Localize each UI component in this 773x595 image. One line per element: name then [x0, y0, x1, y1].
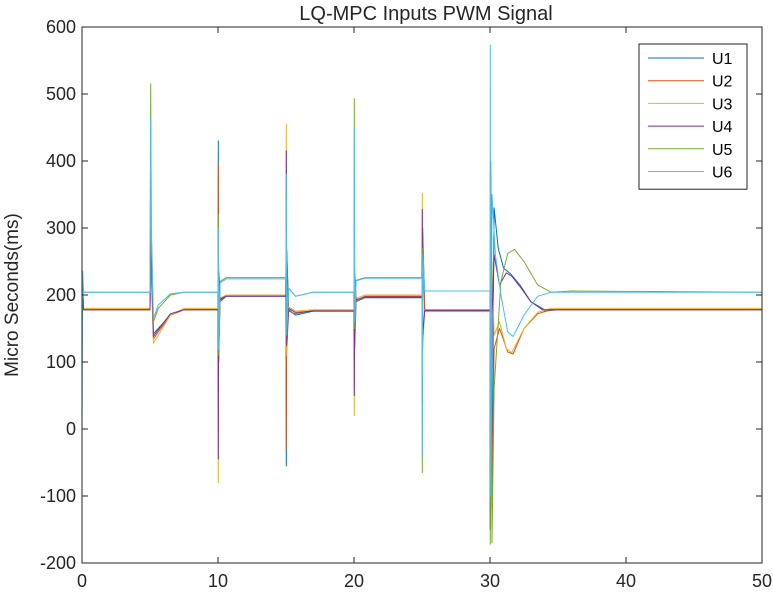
- y-tick-label: 300: [46, 218, 76, 238]
- y-tick-label: 600: [46, 17, 76, 37]
- x-tick-label: 10: [208, 571, 228, 591]
- x-tick-label: 0: [77, 571, 87, 591]
- x-tick-label: 20: [344, 571, 364, 591]
- legend-label-u2: U2: [712, 74, 733, 91]
- series-line-u3: [81, 123, 762, 510]
- y-tick-label: 400: [46, 151, 76, 171]
- x-tick-label: 30: [480, 571, 500, 591]
- legend-label-u4: U4: [712, 119, 733, 136]
- axes-layer: 0 10 20 30 40 50 -200 -100 0 100 200 300 400 500 600: [40, 17, 772, 591]
- legend-label-u3: U3: [712, 96, 733, 113]
- chart-title: LQ-MPC Inputs PWM Signal: [299, 3, 552, 25]
- y-tick-label: 100: [46, 352, 76, 372]
- legend-label-u6: U6: [712, 165, 733, 182]
- y-tick-label: -200: [40, 553, 76, 573]
- y-tick-label: 200: [46, 285, 76, 305]
- x-tick-label: 50: [752, 571, 772, 591]
- x-tick-label: 40: [616, 571, 636, 591]
- series-layer: [81, 44, 763, 545]
- series-line-u6: [81, 44, 763, 497]
- legend-box: [638, 43, 748, 190]
- y-tick-label: 0: [66, 419, 76, 439]
- legend: U1 U2 U3 U4 U5 U6: [638, 43, 748, 190]
- y-tick-label: 500: [46, 84, 76, 104]
- y-tick-label: -100: [40, 486, 76, 506]
- y-axis-label: Micro Seconds(ms): [2, 213, 23, 377]
- legend-label-u5: U5: [712, 142, 733, 159]
- legend-label-u1: U1: [712, 51, 733, 68]
- series-line-u4: [81, 150, 762, 530]
